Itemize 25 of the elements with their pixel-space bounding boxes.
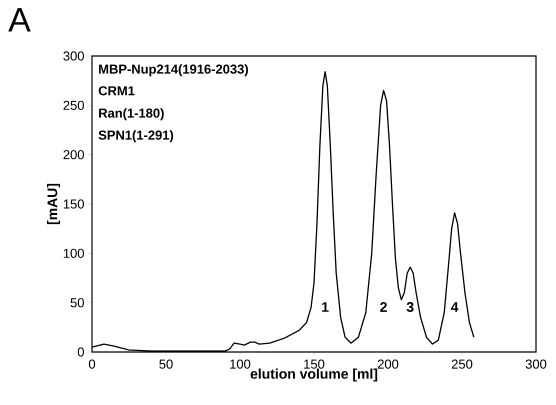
y-tick-label: 300 (63, 51, 84, 61)
y-axis-title: [mAU] (47, 184, 60, 224)
annotation: SPN1(1-291) (98, 130, 174, 142)
y-tick-label: 100 (64, 248, 84, 258)
y-tick-label: 150 (64, 199, 84, 209)
x-axis-title: elution volume [ml] (250, 368, 378, 382)
annotation: 1 (322, 302, 329, 312)
x-tick-label: 150 (304, 360, 324, 369)
annotation: 4 (450, 302, 458, 312)
x-tick-label: 300 (526, 360, 546, 369)
x-tick-label: 250 (452, 360, 472, 369)
x-tick-label: 200 (378, 360, 398, 369)
y-tick-label: 200 (64, 150, 84, 160)
annotation: 3 (406, 302, 414, 312)
y-tick-label: 0 (78, 347, 84, 357)
x-tick-label: 0 (88, 360, 96, 369)
annotation: CRM1 (98, 86, 135, 96)
x-tick-label: 50 (159, 360, 173, 369)
chart-title: A (8, 8, 31, 32)
y-tick-label: 50 (70, 298, 84, 308)
y-tick-label: 250 (64, 100, 84, 110)
annotation: 2 (380, 302, 387, 312)
annotation: MBP-Nup214(1916-2033) (99, 64, 248, 76)
annotation: Ran(1-180) (99, 108, 164, 120)
x-tick-label: 100 (230, 360, 250, 369)
